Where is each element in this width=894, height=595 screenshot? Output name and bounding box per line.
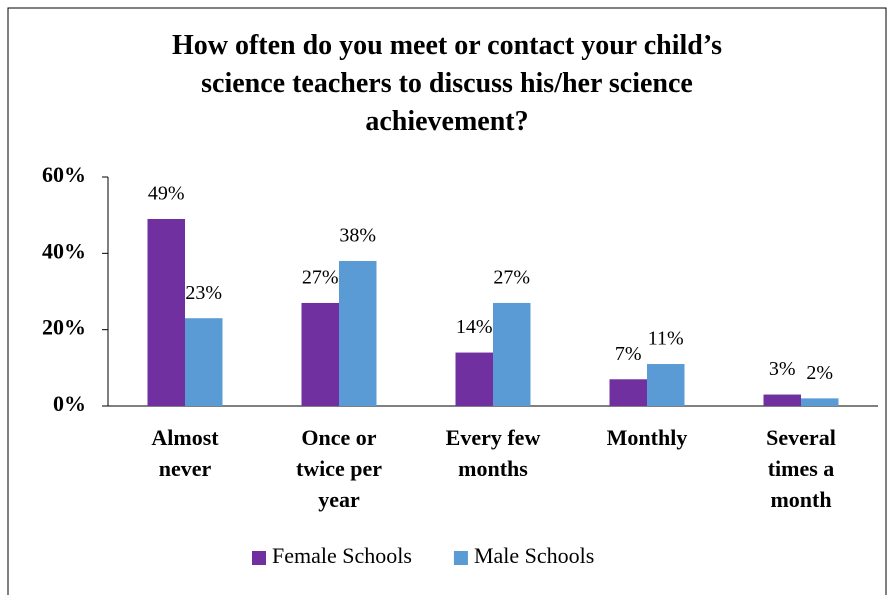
legend-swatch [453, 551, 468, 565]
bar [147, 218, 185, 406]
legend-swatch [252, 551, 266, 565]
y-tick-label: 20% [42, 315, 86, 340]
value-label: 3% [769, 358, 796, 380]
bar [301, 302, 339, 406]
value-label: 7% [615, 343, 642, 365]
value-label: 11% [648, 328, 684, 350]
legend-label: Female Schools [272, 543, 412, 568]
x-tick-label: Every few months [446, 425, 541, 481]
x-tick-label: Several times a month [766, 425, 836, 512]
legend-label: Male Schools [474, 543, 594, 568]
chart-title: How often do you meet or contact your ch… [172, 30, 722, 137]
bar [609, 379, 647, 406]
bar [763, 394, 801, 406]
y-tick-label: 0% [53, 391, 86, 416]
value-label: 2% [806, 362, 833, 384]
bar [647, 364, 685, 406]
value-label: 27% [493, 267, 530, 289]
x-tick-label: Almost never [151, 425, 219, 481]
bar [801, 398, 839, 406]
value-label: 14% [456, 316, 493, 338]
bar [455, 352, 493, 406]
value-label: 38% [339, 225, 376, 247]
value-label: 27% [302, 267, 339, 289]
value-label: 23% [185, 282, 222, 304]
value-label: 49% [148, 183, 185, 205]
bar [185, 318, 223, 406]
y-tick-label: 40% [42, 238, 86, 263]
bar [339, 260, 377, 406]
y-tick-label: 60% [42, 162, 86, 187]
bar [493, 302, 531, 406]
x-tick-label: Once or twice per year [296, 425, 382, 512]
x-tick-label: Monthly [607, 425, 688, 450]
